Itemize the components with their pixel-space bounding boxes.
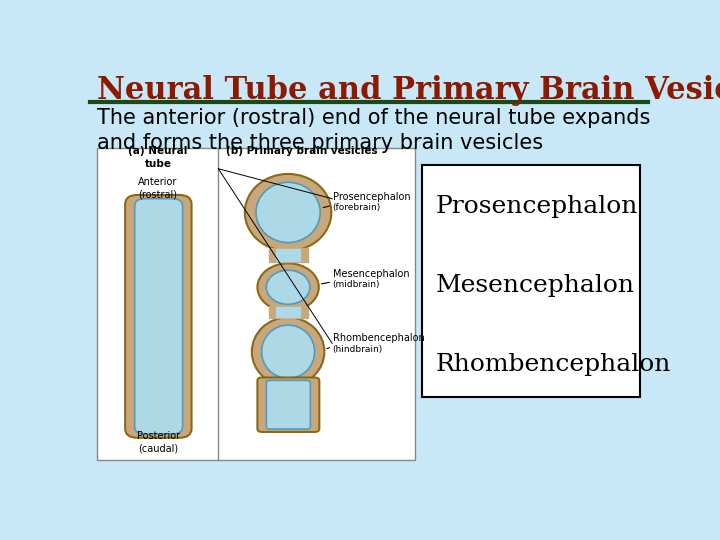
Ellipse shape — [245, 174, 331, 251]
Ellipse shape — [252, 318, 324, 386]
FancyBboxPatch shape — [96, 148, 415, 460]
Text: Neural Tube and Primary Brain Vesicles: Neural Tube and Primary Brain Vesicles — [96, 75, 720, 106]
Text: (midbrain): (midbrain) — [333, 280, 380, 289]
Text: Rhombencephalon: Rhombencephalon — [436, 353, 671, 376]
Text: (rostral): (rostral) — [138, 190, 178, 200]
Text: Anterior: Anterior — [138, 177, 178, 187]
Text: Posterior: Posterior — [137, 431, 179, 441]
Text: (caudal): (caudal) — [138, 443, 178, 454]
Text: Mesencephalon: Mesencephalon — [436, 274, 635, 296]
FancyBboxPatch shape — [266, 380, 310, 429]
Text: and forms the three primary brain vesicles: and forms the three primary brain vesicl… — [96, 133, 543, 153]
FancyBboxPatch shape — [125, 195, 192, 438]
Text: (b) Primary brain vesicles: (b) Primary brain vesicles — [226, 146, 378, 156]
Text: The anterior (rostral) end of the neural tube expands: The anterior (rostral) end of the neural… — [96, 109, 650, 129]
Text: tube: tube — [145, 159, 171, 168]
Text: (a) Neural: (a) Neural — [128, 146, 188, 156]
Ellipse shape — [266, 270, 310, 305]
FancyBboxPatch shape — [258, 377, 320, 432]
Text: Mesencephalon: Mesencephalon — [333, 269, 410, 279]
Text: Rhombencephalon: Rhombencephalon — [333, 333, 425, 343]
Text: Prosencephalon: Prosencephalon — [436, 195, 639, 218]
FancyBboxPatch shape — [135, 199, 183, 434]
Ellipse shape — [256, 183, 320, 242]
Text: (hindbrain): (hindbrain) — [333, 345, 383, 354]
Ellipse shape — [261, 325, 315, 379]
Ellipse shape — [258, 264, 319, 311]
FancyBboxPatch shape — [422, 165, 639, 397]
Text: (forebrain): (forebrain) — [333, 204, 381, 212]
Text: Prosencephalon: Prosencephalon — [333, 192, 410, 202]
